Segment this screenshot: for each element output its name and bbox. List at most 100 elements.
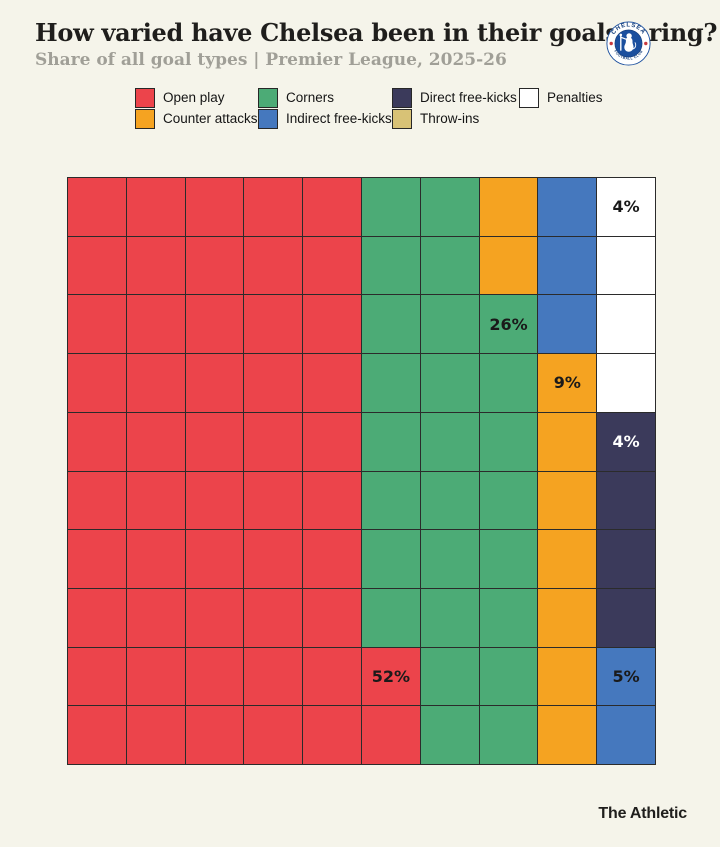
legend-item: Corners bbox=[258, 87, 392, 108]
waffle-cell bbox=[361, 412, 420, 471]
waffle-cell bbox=[597, 588, 655, 647]
waffle-cell bbox=[244, 647, 303, 706]
waffle-cell: 4% bbox=[597, 412, 655, 471]
waffle-cell bbox=[420, 236, 479, 295]
waffle-cell bbox=[479, 354, 538, 412]
waffle-cell bbox=[244, 178, 303, 236]
waffle-cell bbox=[597, 354, 655, 412]
waffle-cell bbox=[597, 471, 655, 530]
waffle-cell bbox=[185, 412, 244, 471]
waffle-cell bbox=[538, 706, 597, 764]
waffle-cell bbox=[244, 295, 303, 354]
waffle-cell bbox=[185, 588, 244, 647]
waffle-cell bbox=[479, 471, 538, 530]
waffle-cell: 9% bbox=[538, 354, 597, 412]
waffle-cell bbox=[244, 354, 303, 412]
waffle-cell bbox=[479, 706, 538, 764]
legend-swatch-icon bbox=[392, 108, 412, 129]
page-subtitle: Share of all goal types | Premier League… bbox=[35, 50, 507, 70]
legend-label: Indirect free-kicks bbox=[286, 111, 392, 126]
waffle-cell bbox=[538, 412, 597, 471]
waffle-cell bbox=[185, 178, 244, 236]
waffle-cell bbox=[420, 412, 479, 471]
waffle-cell bbox=[185, 530, 244, 588]
waffle-cell bbox=[68, 412, 126, 471]
badge-rosette-right bbox=[644, 41, 648, 46]
waffle-cell bbox=[68, 178, 126, 236]
waffle-cell bbox=[126, 588, 185, 647]
legend-item: Throw-ins bbox=[392, 108, 519, 129]
legend-item: Indirect free-kicks bbox=[258, 108, 392, 129]
waffle-cell bbox=[420, 706, 479, 764]
waffle-cell bbox=[479, 236, 538, 295]
waffle-cell bbox=[538, 295, 597, 354]
legend: Open play Corners Direct free-kicks Penalti… bbox=[135, 87, 603, 129]
waffle-cell bbox=[479, 412, 538, 471]
waffle-cell bbox=[68, 706, 126, 764]
legend-swatch-icon bbox=[258, 87, 278, 108]
waffle-cell bbox=[185, 295, 244, 354]
legend-label: Counter attacks bbox=[163, 111, 258, 126]
waffle-cell bbox=[303, 412, 361, 471]
legend-swatch-icon bbox=[258, 108, 278, 129]
waffle-cell bbox=[361, 178, 420, 236]
waffle-cell bbox=[420, 530, 479, 588]
legend-item: Counter attacks bbox=[135, 108, 258, 129]
legend-swatch-icon bbox=[392, 87, 412, 108]
waffle-cell bbox=[479, 530, 538, 588]
waffle-grid: 4% 26% 9% 4% 52% 5% bbox=[67, 177, 656, 765]
waffle-cell bbox=[538, 530, 597, 588]
waffle-cell bbox=[126, 354, 185, 412]
page-title: How varied have Chelsea been in their go… bbox=[35, 18, 718, 47]
legend-swatch-icon bbox=[519, 87, 539, 108]
waffle-cell bbox=[361, 354, 420, 412]
waffle-cell bbox=[126, 295, 185, 354]
waffle-cell bbox=[68, 530, 126, 588]
waffle-cell bbox=[126, 178, 185, 236]
waffle-cell bbox=[244, 706, 303, 764]
legend-swatch-icon bbox=[135, 87, 155, 108]
waffle-cell bbox=[538, 647, 597, 706]
waffle-cell bbox=[126, 471, 185, 530]
legend-swatch-icon bbox=[135, 108, 155, 129]
waffle-cell bbox=[185, 354, 244, 412]
waffle-cell bbox=[538, 236, 597, 295]
waffle-cell bbox=[303, 236, 361, 295]
waffle-cell bbox=[126, 530, 185, 588]
cell-value-label: 9% bbox=[553, 373, 581, 393]
waffle-cell bbox=[361, 471, 420, 530]
legend-item: Penalties bbox=[519, 87, 603, 108]
cell-value-label: 26% bbox=[489, 314, 528, 334]
legend-label: Throw-ins bbox=[420, 111, 480, 126]
legend-label: Penalties bbox=[547, 90, 603, 105]
waffle-cell bbox=[597, 295, 655, 354]
waffle-cell bbox=[538, 471, 597, 530]
waffle-cell bbox=[303, 588, 361, 647]
publisher-wordmark: The Athletic bbox=[598, 805, 687, 822]
waffle-cell bbox=[303, 706, 361, 764]
waffle-cell bbox=[420, 471, 479, 530]
waffle-cell bbox=[303, 295, 361, 354]
badge-rosette-left bbox=[609, 41, 613, 46]
legend-label: Corners bbox=[286, 90, 335, 105]
waffle-cell bbox=[420, 588, 479, 647]
waffle-cell bbox=[303, 354, 361, 412]
cell-value-label: 5% bbox=[612, 666, 640, 686]
waffle-cell bbox=[597, 530, 655, 588]
waffle-cell bbox=[68, 236, 126, 295]
waffle-cell bbox=[303, 530, 361, 588]
badge-lion-icon bbox=[619, 33, 637, 52]
waffle-cell bbox=[185, 647, 244, 706]
waffle-cell bbox=[420, 295, 479, 354]
waffle-cell bbox=[420, 647, 479, 706]
waffle-cell bbox=[68, 471, 126, 530]
waffle-cell: 26% bbox=[479, 295, 538, 354]
waffle-cell bbox=[597, 706, 655, 764]
chelsea-club-badge-icon: CHELSEA FOOTBALL CLUB bbox=[606, 21, 651, 66]
waffle-cell bbox=[538, 588, 597, 647]
waffle-cell bbox=[597, 236, 655, 295]
waffle-cell bbox=[479, 647, 538, 706]
waffle-cell bbox=[479, 588, 538, 647]
waffle-cell bbox=[361, 588, 420, 647]
